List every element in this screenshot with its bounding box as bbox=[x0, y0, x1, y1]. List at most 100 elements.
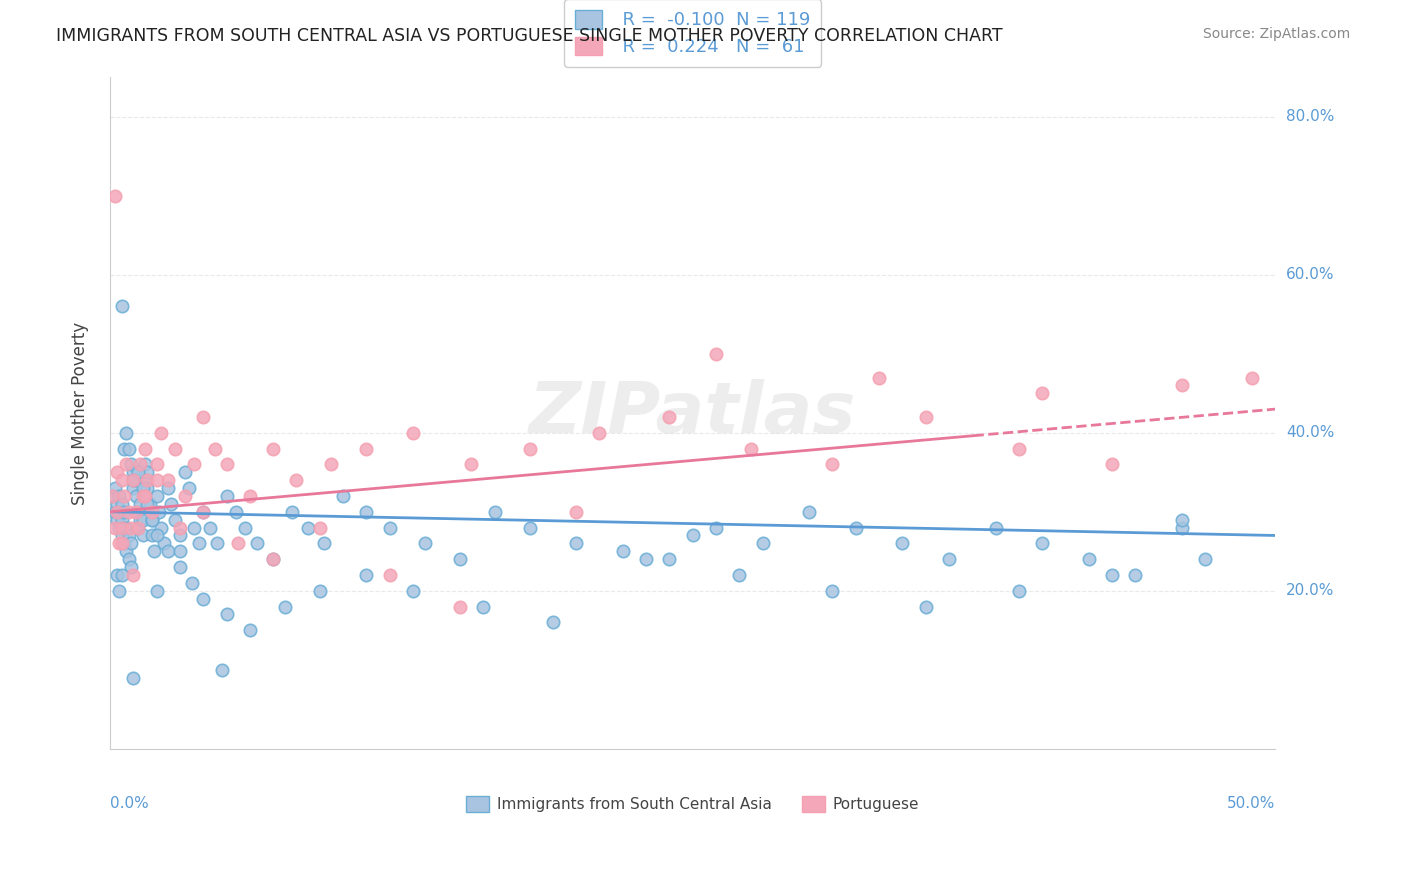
Point bbox=[519, 520, 541, 534]
Point bbox=[111, 300, 134, 314]
Point bbox=[134, 442, 156, 456]
Text: ZIPatlas: ZIPatlas bbox=[529, 378, 856, 448]
Point bbox=[541, 615, 564, 630]
Point bbox=[314, 536, 336, 550]
Point bbox=[173, 465, 195, 479]
Point bbox=[111, 520, 134, 534]
Text: 0.0%: 0.0% bbox=[110, 796, 149, 811]
Text: 80.0%: 80.0% bbox=[1286, 110, 1334, 124]
Point bbox=[211, 663, 233, 677]
Point bbox=[262, 442, 284, 456]
Point bbox=[285, 473, 308, 487]
Point bbox=[215, 458, 238, 472]
Point bbox=[1171, 520, 1194, 534]
Point bbox=[101, 489, 124, 503]
Point bbox=[297, 520, 319, 534]
Text: 50.0%: 50.0% bbox=[1227, 796, 1275, 811]
Point bbox=[131, 489, 153, 503]
Point bbox=[127, 465, 149, 479]
Point bbox=[262, 552, 284, 566]
Point bbox=[378, 568, 401, 582]
Point bbox=[136, 481, 159, 495]
Text: 20.0%: 20.0% bbox=[1286, 583, 1334, 599]
Point bbox=[122, 481, 145, 495]
Point bbox=[122, 465, 145, 479]
Y-axis label: Single Mother Poverty: Single Mother Poverty bbox=[72, 321, 89, 505]
Point bbox=[169, 528, 191, 542]
Point bbox=[1008, 583, 1031, 598]
Point bbox=[460, 458, 482, 472]
Point bbox=[281, 505, 304, 519]
Point bbox=[332, 489, 354, 503]
Point bbox=[150, 520, 173, 534]
Point bbox=[165, 442, 187, 456]
Point bbox=[1123, 568, 1146, 582]
Point bbox=[204, 442, 226, 456]
Point bbox=[108, 489, 131, 503]
Point bbox=[187, 536, 209, 550]
Point bbox=[751, 536, 773, 550]
Point bbox=[136, 465, 159, 479]
Point bbox=[127, 505, 149, 519]
Point bbox=[183, 458, 205, 472]
Point bbox=[1171, 513, 1194, 527]
Point bbox=[179, 481, 201, 495]
Point bbox=[183, 520, 205, 534]
Point bbox=[658, 552, 681, 566]
Point bbox=[728, 568, 751, 582]
Point bbox=[118, 442, 141, 456]
Point bbox=[105, 497, 128, 511]
Point bbox=[112, 505, 135, 519]
Point bbox=[131, 481, 153, 495]
Point bbox=[169, 520, 191, 534]
Point bbox=[565, 536, 588, 550]
Point bbox=[449, 552, 471, 566]
Point bbox=[262, 552, 284, 566]
Point bbox=[565, 505, 588, 519]
Point bbox=[129, 497, 152, 511]
Point bbox=[356, 442, 378, 456]
Point bbox=[471, 599, 494, 614]
Point bbox=[180, 575, 202, 590]
Point bbox=[125, 489, 148, 503]
Point bbox=[145, 473, 167, 487]
Point bbox=[239, 624, 262, 638]
Point bbox=[125, 505, 148, 519]
Point bbox=[104, 189, 127, 203]
Point bbox=[118, 552, 141, 566]
Point bbox=[112, 489, 135, 503]
Point bbox=[141, 513, 163, 527]
Point bbox=[122, 473, 145, 487]
Point bbox=[308, 520, 330, 534]
Point bbox=[233, 520, 256, 534]
Point bbox=[207, 536, 229, 550]
Text: 60.0%: 60.0% bbox=[1286, 268, 1334, 283]
Point bbox=[157, 481, 180, 495]
Point bbox=[115, 544, 138, 558]
Point bbox=[200, 520, 222, 534]
Point bbox=[402, 583, 425, 598]
Point bbox=[246, 536, 269, 550]
Point bbox=[111, 536, 134, 550]
Point bbox=[658, 410, 681, 425]
Point bbox=[891, 536, 914, 550]
Point bbox=[105, 568, 128, 582]
Point bbox=[1008, 442, 1031, 456]
Point bbox=[136, 497, 159, 511]
Point bbox=[1077, 552, 1099, 566]
Point bbox=[821, 583, 844, 598]
Point bbox=[122, 568, 145, 582]
Point bbox=[226, 536, 249, 550]
Point bbox=[111, 513, 134, 527]
Point bbox=[193, 591, 215, 606]
Point bbox=[105, 505, 128, 519]
Point bbox=[193, 410, 215, 425]
Point bbox=[120, 536, 142, 550]
Point bbox=[1101, 458, 1123, 472]
Point bbox=[938, 552, 960, 566]
Point bbox=[129, 458, 152, 472]
Point bbox=[108, 505, 131, 519]
Point bbox=[145, 528, 167, 542]
Point bbox=[108, 520, 131, 534]
Point bbox=[145, 458, 167, 472]
